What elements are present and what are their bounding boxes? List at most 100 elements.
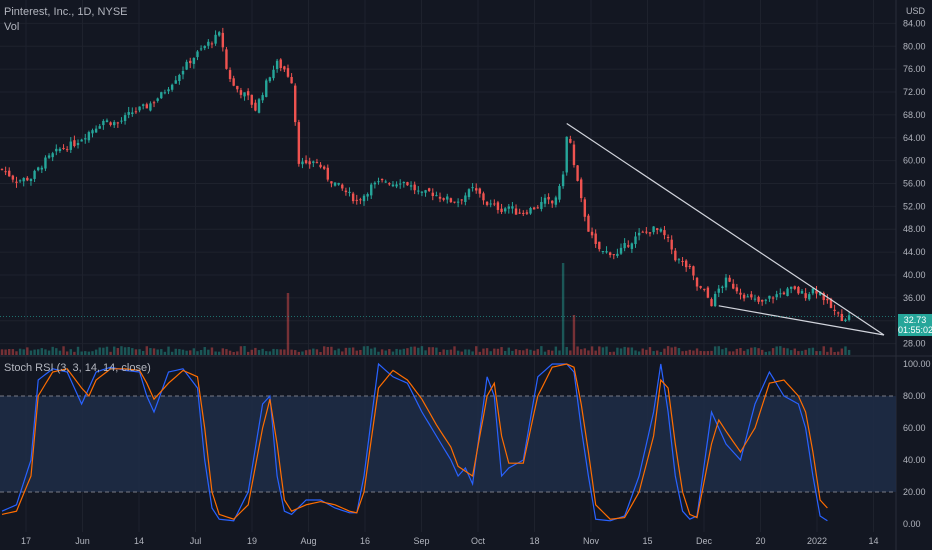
candle-body xyxy=(214,34,217,44)
price-tick-label: 28.00 xyxy=(903,339,926,349)
candle-body xyxy=(540,201,543,209)
candle-body xyxy=(131,112,134,114)
candle-body xyxy=(449,198,453,203)
volume-bar xyxy=(728,351,731,355)
candle-body xyxy=(362,195,366,202)
volume-bar xyxy=(344,347,348,355)
volume-bar xyxy=(732,351,735,355)
candle-body xyxy=(829,298,833,308)
candle-body xyxy=(587,215,590,232)
time-tick-label: 16 xyxy=(360,536,370,546)
candle-body xyxy=(413,184,416,191)
candle-body xyxy=(543,197,547,204)
candle-body xyxy=(185,61,188,70)
volume-bar xyxy=(547,349,550,355)
volume-bar xyxy=(225,349,228,355)
candle-body xyxy=(710,299,713,307)
volume-bar xyxy=(471,351,474,355)
candle-body xyxy=(221,32,225,48)
osc-tick-label: 40.00 xyxy=(903,455,926,465)
volume-bar xyxy=(286,293,290,355)
candle-body xyxy=(717,288,720,293)
volume-bar xyxy=(608,351,612,355)
volume-bar xyxy=(598,346,601,355)
volume-bar xyxy=(109,351,112,355)
candle-body xyxy=(232,78,235,86)
candle-body xyxy=(558,186,561,200)
volume-bar xyxy=(427,347,431,355)
candle-body xyxy=(467,189,471,198)
volume-bar xyxy=(29,350,33,355)
candle-body xyxy=(561,174,565,187)
volume-bar xyxy=(739,348,742,355)
volume-bar xyxy=(351,347,355,355)
candle-body xyxy=(149,103,152,111)
volume-bar xyxy=(431,347,434,355)
candle-body xyxy=(0,168,4,170)
candle-body xyxy=(757,296,760,302)
volume-bar xyxy=(69,349,72,355)
candle-body xyxy=(525,212,529,214)
volume-bar xyxy=(826,351,829,355)
candle-body xyxy=(207,41,210,46)
last-price-value: 32.73 xyxy=(903,315,927,325)
volume-bar xyxy=(507,347,510,355)
candle-body xyxy=(246,91,250,96)
volume-bar xyxy=(478,351,482,355)
volume-bar xyxy=(47,350,51,355)
volume-bar xyxy=(232,351,235,355)
volume-bar xyxy=(315,349,319,355)
volume-bar xyxy=(174,348,177,355)
time-tick-label: Oct xyxy=(471,536,486,546)
volume-bar xyxy=(283,349,286,355)
candle-body xyxy=(482,193,485,201)
candle-body xyxy=(826,298,829,301)
candle-body xyxy=(713,293,717,307)
volume-bar xyxy=(634,350,637,355)
volume-bar xyxy=(76,346,80,355)
volume-bar xyxy=(706,351,710,355)
volume-bar xyxy=(822,346,825,355)
candle-body xyxy=(250,94,253,105)
lower-trendline xyxy=(718,305,885,336)
volume-bar xyxy=(833,351,836,355)
volume-bar xyxy=(627,347,630,355)
candle-body xyxy=(348,191,351,194)
volume-bar xyxy=(366,346,369,355)
volume-bar xyxy=(80,351,83,355)
symbol-title: Pinterest, Inc., 1D, NYSE xyxy=(4,6,128,18)
volume-bar xyxy=(261,348,264,355)
volume-bar xyxy=(33,349,36,355)
candle-body xyxy=(724,277,728,288)
volume-bar xyxy=(380,349,384,355)
candle-body xyxy=(663,230,666,236)
volume-bar xyxy=(420,346,424,355)
candle-body xyxy=(11,175,15,180)
candle-body xyxy=(265,80,268,97)
volume-bar xyxy=(493,348,496,355)
volume-bar xyxy=(540,346,543,355)
volume-bar xyxy=(485,348,489,355)
candle-body xyxy=(22,178,25,182)
volume-bar xyxy=(710,350,713,355)
volume-bar xyxy=(94,349,98,355)
candle-body xyxy=(518,212,521,214)
candle-body xyxy=(218,32,221,36)
volume-bar xyxy=(163,351,167,355)
candle-body xyxy=(236,85,239,90)
volume-bar xyxy=(713,346,717,355)
volume-bar xyxy=(844,346,847,355)
time-tick-label: 19 xyxy=(247,536,257,546)
candle-body xyxy=(123,115,127,122)
volume-bar xyxy=(815,351,818,355)
volume-bar xyxy=(456,350,460,355)
osc-tick-label: 80.00 xyxy=(903,391,926,401)
candle-body xyxy=(590,231,594,236)
volume-bar xyxy=(402,348,406,355)
volume-bar xyxy=(511,350,514,355)
candle-body xyxy=(156,98,159,101)
countdown-value: 01:55:02 xyxy=(898,325,932,335)
volume-bar xyxy=(551,350,554,355)
volume-bar xyxy=(370,348,373,355)
volume-bar xyxy=(576,346,579,355)
